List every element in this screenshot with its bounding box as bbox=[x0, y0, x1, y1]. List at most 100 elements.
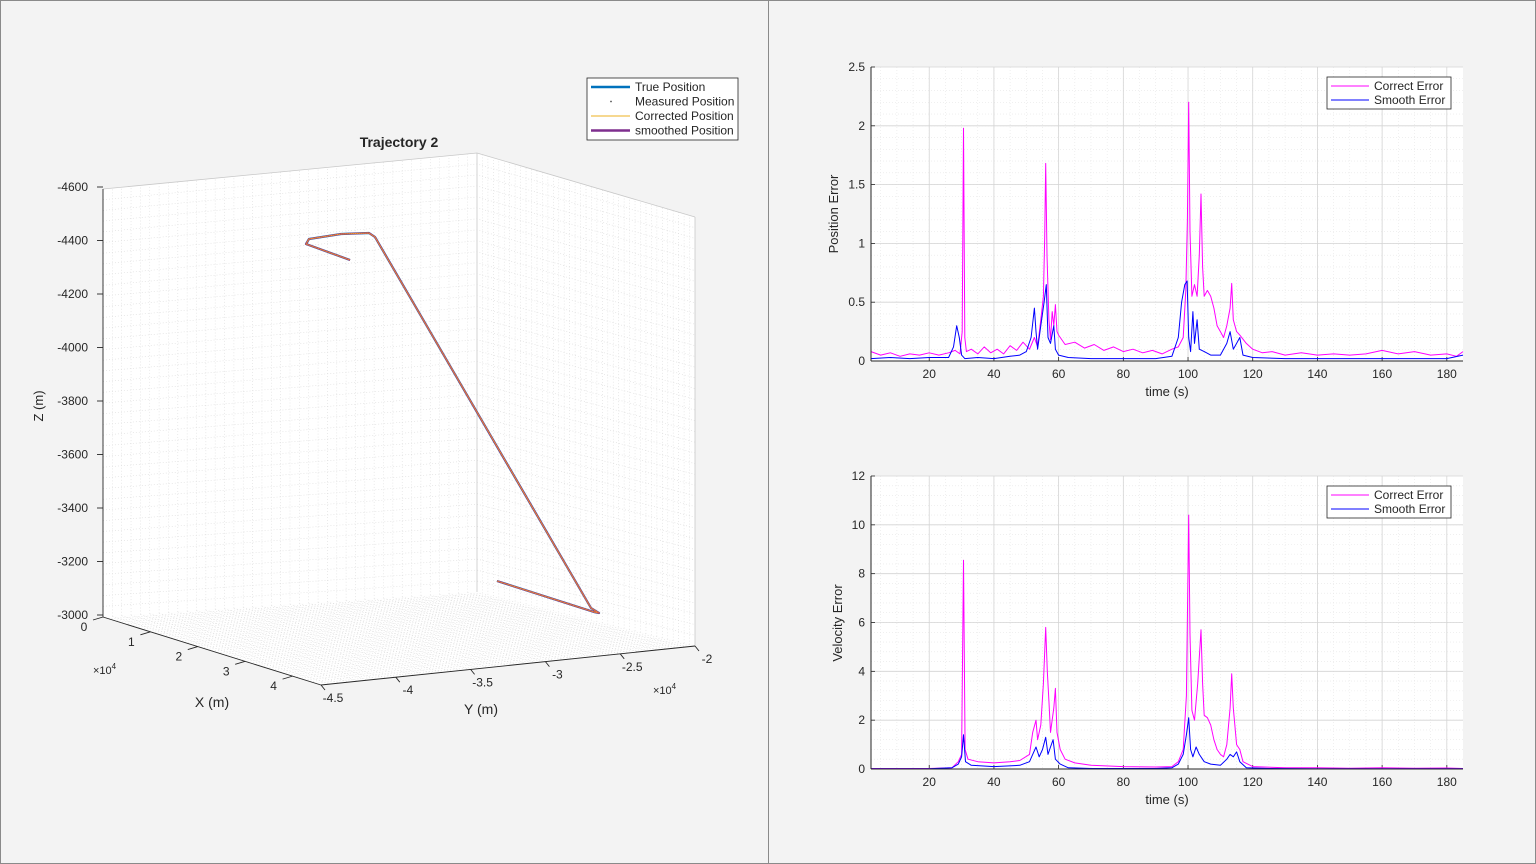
floor-gridline bbox=[206, 617, 581, 650]
y-tick-label: 12 bbox=[852, 469, 866, 483]
x-tick bbox=[187, 646, 198, 650]
x-tick bbox=[282, 675, 293, 680]
x-tick-label: 4 bbox=[270, 679, 277, 693]
x-tick-label: 0 bbox=[81, 620, 88, 634]
floor-gridline bbox=[224, 608, 443, 673]
legend-label: Measured Position bbox=[635, 95, 734, 109]
y-tick-label: 1.5 bbox=[848, 178, 865, 192]
floor-gridline bbox=[152, 603, 527, 633]
floor-gridline bbox=[177, 611, 396, 678]
y-tick-label: 0 bbox=[858, 354, 865, 368]
y-tick-label: -2.5 bbox=[622, 660, 643, 674]
position-error-xlabel: time (s) bbox=[1145, 384, 1188, 399]
position-error-ylabel: Position Error bbox=[826, 174, 841, 253]
floor-gridline bbox=[149, 613, 368, 681]
floor-gridline bbox=[233, 607, 452, 672]
y-tick-label: -3.5 bbox=[472, 675, 493, 689]
floor-gridline bbox=[187, 611, 406, 677]
floor-gridline bbox=[184, 611, 559, 643]
z-axis-label: Z (m) bbox=[31, 390, 46, 421]
y-tick-label: 2 bbox=[858, 119, 865, 133]
x-axis-label: X (m) bbox=[195, 694, 229, 710]
z-tick-label: -3000 bbox=[57, 608, 88, 622]
y-tick-label: 8 bbox=[858, 567, 865, 581]
floor-gridline bbox=[159, 612, 378, 680]
floor-gridline bbox=[196, 610, 415, 676]
x-tick-label: 60 bbox=[1052, 775, 1066, 789]
x-tick bbox=[140, 631, 151, 636]
x-tick-label: 20 bbox=[923, 775, 937, 789]
velocity-error-plot: 20 40 60 80 100 120 140 160 180 0 2 4 6 8 10 12 Correct … bbox=[852, 469, 1464, 789]
y-tick bbox=[545, 661, 550, 667]
x-tick-label: 180 bbox=[1437, 775, 1457, 789]
y-tick-label: 6 bbox=[858, 616, 865, 630]
legend-label: smoothed Position bbox=[635, 124, 734, 138]
x-tick-label: 100 bbox=[1178, 775, 1198, 789]
y-tick-label: 0 bbox=[858, 762, 865, 776]
floor-gridline bbox=[244, 626, 619, 662]
x-tick bbox=[235, 660, 246, 665]
x-tick bbox=[92, 616, 104, 621]
x-tick-label: 120 bbox=[1243, 775, 1263, 789]
x-tick-label: 100 bbox=[1178, 367, 1198, 381]
z-tick-label: -4400 bbox=[57, 234, 88, 248]
x-tick-label: 20 bbox=[923, 367, 937, 381]
error-panel: 20 40 60 80 100 120 140 160 180 0 0.5 1 1.5 2 2.5 Corre… bbox=[768, 0, 1536, 864]
trajectory-panel: -4600 -4400 -4200 -4000 -3800 -3600 -3400 -3200… bbox=[0, 0, 769, 864]
floor-gridline bbox=[201, 616, 576, 648]
legend-box bbox=[1326, 485, 1452, 519]
x-tick-label: 2 bbox=[175, 650, 182, 664]
x-tick-label: 80 bbox=[1117, 775, 1131, 789]
y-exponent-label: ×104 bbox=[653, 682, 677, 697]
floor-gridline bbox=[179, 610, 554, 642]
floor-gridline bbox=[146, 602, 521, 631]
floor-gridline bbox=[217, 620, 592, 653]
floor-gridline bbox=[119, 595, 494, 623]
z-tick-label: -4200 bbox=[57, 287, 88, 301]
z-tick-label: -3800 bbox=[57, 394, 88, 408]
y-tick-label: -2 bbox=[702, 652, 713, 666]
series-line-correct-error bbox=[870, 101, 1464, 357]
floor-gridline bbox=[250, 628, 625, 664]
legend-label: Smooth Error bbox=[1374, 93, 1445, 107]
y-tick bbox=[619, 653, 625, 660]
floor-gridline bbox=[195, 614, 570, 647]
z-tick-label: -4600 bbox=[57, 180, 88, 194]
floor-gridline bbox=[211, 618, 587, 652]
series-line-smooth-error bbox=[870, 280, 1464, 360]
y-tick bbox=[694, 645, 700, 652]
x-tick-label: 40 bbox=[987, 775, 1001, 789]
floor-gridline bbox=[215, 609, 434, 674]
floor-gridline bbox=[113, 594, 488, 621]
y-tick-label: 1 bbox=[858, 236, 865, 250]
legend-label: Correct Error bbox=[1374, 79, 1443, 93]
floor-gridline bbox=[130, 598, 505, 626]
measured-position-points bbox=[305, 232, 600, 614]
floor-gridline bbox=[162, 606, 537, 636]
velocity-error-ylabel: Velocity Error bbox=[830, 584, 845, 662]
floor-gridline bbox=[228, 622, 603, 657]
legend-label: Smooth Error bbox=[1374, 502, 1445, 516]
x-tick-label: 160 bbox=[1372, 367, 1392, 381]
floor-gridline bbox=[222, 621, 597, 655]
error-plots: 20 40 60 80 100 120 140 160 18000.511.522.5Corre… bbox=[826, 60, 1464, 807]
z-tick-label: -3600 bbox=[57, 448, 88, 462]
legend-marker bbox=[610, 100, 612, 103]
y-axis-label: Y (m) bbox=[464, 701, 498, 717]
series-line-correct-error bbox=[871, 514, 1464, 769]
floor-gridline bbox=[140, 614, 359, 682]
floor-gridline bbox=[157, 605, 532, 635]
x-tick-label: 60 bbox=[1052, 367, 1066, 381]
position-error-plot: 20 40 60 80 100 120 140 160 180 0 0.5 1 1.5 2 2.5 Corre… bbox=[848, 60, 1464, 381]
y-tick-label: 2 bbox=[858, 713, 865, 727]
floor-gridline bbox=[124, 597, 499, 625]
z-tick-label: -3400 bbox=[57, 501, 88, 515]
x-tick-label: 120 bbox=[1243, 367, 1263, 381]
legend-label: True Position bbox=[635, 80, 705, 94]
floor-gridline bbox=[233, 624, 608, 659]
y-tick-label: 0.5 bbox=[848, 295, 865, 309]
x-tick-label: 1 bbox=[128, 635, 135, 649]
y-tick bbox=[470, 669, 475, 675]
